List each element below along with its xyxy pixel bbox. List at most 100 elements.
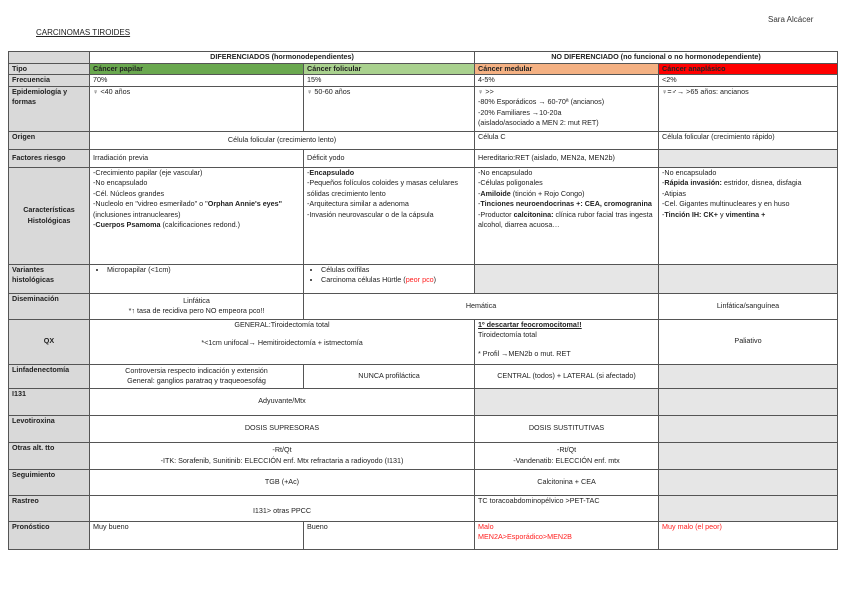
text: -20% Familiares →10-20a: [478, 107, 562, 117]
group-no-diferenciado: NO DIFERENCIADO (no funcional o no hormo…: [474, 51, 839, 64]
text: -Invasión neurovascular o de la cápsula: [307, 209, 434, 219]
row-label: Tipo: [8, 62, 90, 75]
text: -: [478, 188, 481, 198]
cell-diferenciados: GENERAL:Tiroidectomía total *<1cm unifoca…: [88, 318, 476, 365]
cell-anaplasico: -No encapsulado -Rápida invasión: estrido…: [658, 166, 839, 265]
cell-empty: [658, 414, 839, 443]
cell-empty: [658, 363, 839, 389]
cell-folicular: Células oxífilas Carcinoma células Hürtl…: [302, 263, 476, 294]
cell-line: -Cel. Gigantes multinucleares y en huso: [662, 199, 834, 210]
cell-line: -Rápida invasión: estridor, disnea, disf…: [662, 178, 834, 189]
cell-line: GENERAL:Tiroidectomía total: [234, 319, 330, 329]
row-rastreo: Rastreo I131> otras PPCC TC toracoabdomi…: [8, 494, 839, 522]
row-frecuencia: Frecuencia 70% 15% 4-5% <2%: [8, 74, 839, 87]
document-title: CARCINOMAS TIROIDES: [36, 28, 131, 37]
cell-empty: [658, 468, 839, 496]
row-factores: Factores riesgo Irradiación previa Défic…: [8, 148, 839, 168]
text: -: [662, 209, 665, 219]
cell-line: -Encapsulado: [307, 167, 471, 178]
cell-medular: Malo MEN2A>Esporádico>MEN2B: [474, 520, 660, 550]
bold-text: calcitonina:: [513, 209, 554, 219]
row-levotiroxina: Levotiroxina DOSIS SUPRESORAS DOSIS SUST…: [8, 414, 839, 443]
cell-anaplasico: ♀=♂→ >65 años: ancianos: [658, 85, 839, 132]
cell-line: *<1cm unifocal→ Hemitiroidectomía + istm…: [201, 338, 363, 347]
text: -80% Esporádicos → 60-70ª (ancianos): [478, 97, 605, 106]
cell-folicular: NUNCA profiláctica: [302, 363, 476, 389]
text: -Arquitectura similar a adenoma: [307, 199, 409, 208]
cell-line: -No encapsulado: [93, 178, 300, 189]
carcinomas-table: DIFERENCIADOS (hormonodependientes) NO D…: [8, 51, 839, 550]
bold-text: Tinción IH: CK+: [664, 209, 718, 219]
text: (calcificaciones redond.): [160, 220, 241, 229]
cell-medular: Célula C: [474, 130, 660, 150]
text: -No encapsulado: [93, 178, 148, 187]
cell-medular: TC toracoabdominopélvico >PET-TAC: [474, 494, 660, 522]
row-label: Epidemiología y formas: [8, 85, 90, 132]
cell-folicular: ♀ 50-60 años: [302, 85, 476, 132]
cell-papilar: Irradiación previa: [89, 148, 304, 168]
text: -Productor: [478, 209, 514, 219]
cell-folicular: 15%: [302, 74, 476, 87]
text: y: [718, 209, 726, 219]
cell-line: Tiroidectomía total: [478, 330, 537, 339]
group-header-row: DIFERENCIADOS (hormonodependientes) NO D…: [8, 51, 839, 64]
variant-text-end: ): [433, 275, 437, 284]
cell-line: ♀=♂→ >65 años: ancianos: [662, 86, 834, 97]
cell-diferenciados: -Rt/Qt -ITK: Sorafenib, Sunitinib: ELECCI…: [88, 441, 476, 470]
bold-text: Tinciones neuroendocrinas +: CEA, cromog…: [480, 199, 652, 208]
row-diseminacion: Diseminación Linfática *↑ tasa de recidiv…: [8, 292, 839, 320]
cell-medular: DOSIS SUSTITUTIVAS: [474, 414, 660, 443]
warning-text: peor pco: [405, 275, 434, 284]
cell-line: -Cuerpos Psamoma (calcificaciones redond…: [93, 220, 300, 231]
row-seguimiento: Seguimiento TGB (+Ac) Calcitonina + CEA: [8, 468, 839, 496]
cell-line: ♀ >>: [478, 87, 655, 97]
cell-line: Controversia respecto indicación y exten…: [125, 365, 268, 375]
text: estridor, disnea, disfagia: [721, 178, 802, 187]
cell-line: MEN2A>Esporádico>MEN2B: [478, 532, 572, 541]
variant-text: Carcinoma células Hürtle (: [321, 275, 406, 284]
cell-empty: [658, 148, 839, 168]
text: -Atipias: [662, 188, 686, 198]
cell-line: -Células poligonales: [478, 178, 655, 189]
cell-medular: Hereditario:RET (aislado, MEN2a, MEN2b): [474, 148, 660, 168]
text: (aislado/asociado a MEN 2: mut RET): [478, 118, 599, 127]
text: -: [93, 220, 96, 229]
cell-anaplasico: Célula folicular (crecimiento rápido): [658, 130, 839, 150]
cell-empty: [474, 387, 660, 416]
cell-line: -Tinciones neuroendocrinas +: CEA, cromo…: [478, 199, 655, 210]
cell-anaplasico: Muy malo (el peor): [658, 520, 839, 550]
bold-text: Encapsulado: [309, 167, 355, 177]
cell-medular: 4-5%: [474, 74, 660, 87]
text: ♀=♂→ >65 años: ancianos: [662, 86, 749, 96]
text: (tinción + Rojo Congo): [510, 188, 585, 198]
cell-diferenciados: Célula folicular (crecimiento lento): [88, 130, 476, 150]
cell-folicular: Bueno: [302, 520, 476, 550]
cell-line: -Rt/Qt: [556, 445, 577, 454]
row-label: Levotiroxina: [8, 414, 90, 443]
cell-line: ♀ <40 años: [93, 87, 300, 97]
cell-line: 1º descartar feocromocitoma!!: [478, 319, 582, 329]
cell-line: -No encapsulado: [662, 168, 834, 178]
cell-line: -Rt/Qt: [272, 445, 292, 454]
text: -Células poligonales: [478, 178, 543, 187]
cell-line: -Nucleolo en "vidreo esmerilado" o "Orph…: [93, 199, 300, 220]
row-variantes: Variantes histológicas Micropapilar (<1c…: [8, 263, 839, 294]
cell-papilar: -Crecimiento papilar (eje vascular) -No e…: [89, 166, 304, 265]
cell-line: Malo: [478, 521, 494, 531]
text: -Cél. Núcleos grandes: [93, 188, 165, 198]
cell-line: -Productor calcitonina: clínica rubor fa…: [478, 210, 655, 231]
row-origen: Origen Célula folicular (crecimiento len…: [8, 130, 839, 150]
list-item: Carcinoma células Hürtle (peor pco): [321, 275, 471, 286]
row-qx: QX GENERAL:Tiroidectomía total *<1cm unif…: [8, 318, 839, 365]
cell-line: Linfática: [183, 295, 210, 305]
row-linfadenectomia: Linfadenectomía Controversia respecto in…: [8, 363, 839, 389]
text: -Pequeños folículos coloides y masas cel…: [307, 178, 459, 198]
row-epidemiologia: Epidemiología y formas ♀ <40 años ♀ 50-6…: [8, 85, 839, 132]
row-label: Factores riesgo: [8, 148, 90, 168]
cell-line: (aislado/asociado a MEN 2: mut RET): [478, 118, 655, 129]
cell-line: -20% Familiares →10-20a: [478, 108, 655, 119]
cell-papilar: Controversia respecto indicación y exten…: [89, 363, 304, 389]
type-papilar: Cáncer papilar: [89, 62, 304, 75]
bold-text: Amiloide: [480, 188, 511, 198]
bold-text: Cuerpos Psamoma: [95, 220, 161, 229]
